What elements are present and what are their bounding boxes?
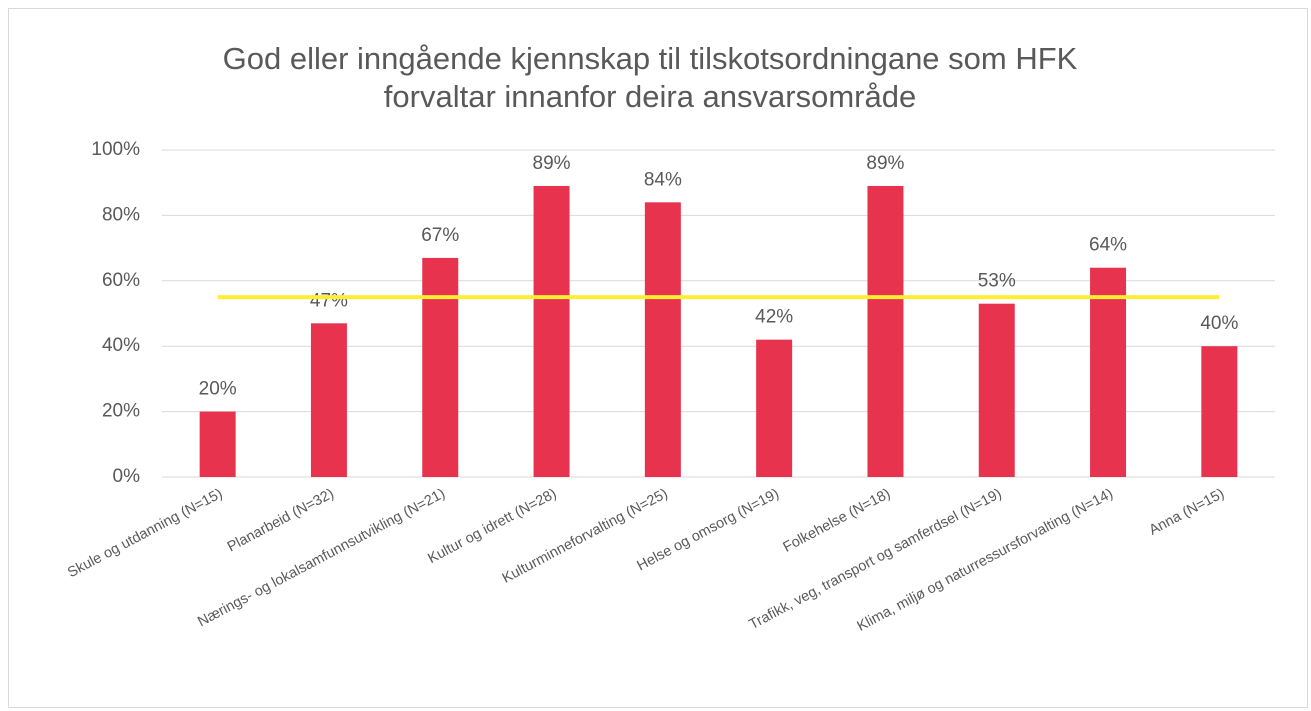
bar: [756, 339, 793, 477]
data-label: 47%: [310, 290, 348, 311]
bar: [644, 202, 681, 477]
data-label: 84%: [644, 169, 682, 190]
y-tick-label: 40%: [102, 335, 140, 356]
bar: [978, 303, 1015, 477]
chart-frame: [8, 8, 1308, 708]
bar: [422, 257, 459, 477]
x-tick-label: Planarbeid (N=32): [225, 486, 337, 556]
chart-title: God eller inngående kjennskap til tilsko…: [222, 41, 1078, 114]
y-tick-label: 0%: [113, 466, 141, 487]
data-label: 20%: [199, 379, 237, 400]
data-label: 40%: [1200, 313, 1238, 334]
bar: [533, 185, 570, 477]
bar: [867, 185, 904, 477]
x-tick-label: Anna (N=15): [1147, 486, 1227, 539]
bar: [199, 411, 236, 477]
data-label: 42%: [755, 307, 793, 328]
data-label: 89%: [866, 153, 904, 174]
x-tick-label: Skule og utdanning (N=15): [65, 486, 225, 581]
y-tick-label: 20%: [102, 401, 140, 422]
bar: [1201, 346, 1238, 477]
x-tick-label: Folkehelse (N=18): [781, 486, 893, 556]
y-tick-label: 80%: [102, 204, 140, 225]
data-label: 64%: [1089, 235, 1127, 256]
bar: [310, 323, 347, 477]
y-tick-label: 60%: [102, 270, 140, 291]
data-label: 53%: [978, 271, 1016, 292]
y-tick-label: 100%: [91, 139, 140, 160]
data-label: 89%: [533, 153, 571, 174]
data-label: 67%: [421, 225, 459, 246]
bar: [1090, 267, 1127, 477]
